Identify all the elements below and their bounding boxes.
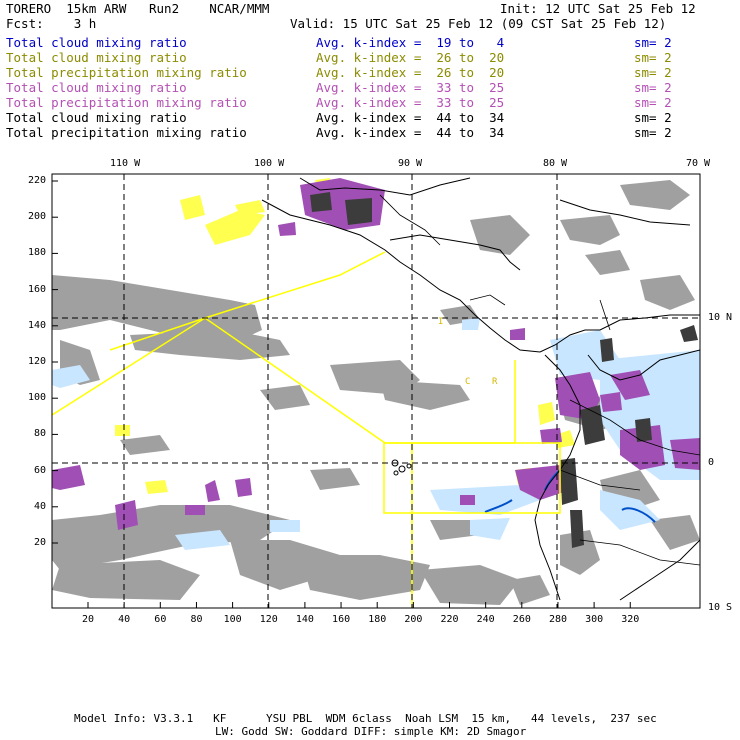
legend-sm: sm= 2 <box>634 80 672 95</box>
legend-sm: sm= 2 <box>634 50 672 65</box>
lon-label: 100 W <box>254 158 285 169</box>
x-tick-label: 320 <box>621 614 640 625</box>
y-tick-label: 40 <box>33 500 46 512</box>
legend-field: Total cloud mixing ratio <box>6 50 187 65</box>
legend-sm: sm= 2 <box>634 110 672 125</box>
x-tick-label: 60 <box>154 614 167 625</box>
y-tick-label: 200 <box>27 211 46 223</box>
domain-outlines <box>52 251 561 608</box>
cloud-dark <box>310 192 698 548</box>
footer-model-info: Model Info: V3.3.1 KF YSU PBL WDM 6class… <box>74 712 657 725</box>
legend-field: Total cloud mixing ratio <box>6 110 187 125</box>
map-frame <box>51 173 701 609</box>
legend-index: Avg. k-index = 44 to 34 <box>316 110 505 125</box>
legend-sm: sm= 2 <box>634 35 672 50</box>
x-tick-label: 200 <box>404 614 423 625</box>
y-tick-label: 20 <box>33 537 46 548</box>
lon-label: 110 W <box>110 158 141 169</box>
legend-sm: sm= 2 <box>634 65 672 80</box>
x-tick-label: 100 <box>223 614 242 625</box>
lat-label: 10 S <box>708 602 733 613</box>
x-tick-label: 280 <box>548 614 567 625</box>
legend-field: Total cloud mixing ratio <box>6 35 187 50</box>
legend-index: Avg. k-index = 26 to 20 <box>316 50 505 65</box>
legend-index: Avg. k-index = 33 to 25 <box>316 95 505 110</box>
header-title: TORERO 15km ARW Run2 NCAR/MMM <box>6 1 270 16</box>
footer-physics: LW: Godd SW: Goddard DIFF: simple KM: 2D… <box>215 725 527 738</box>
y-tick-label: 140 <box>27 319 46 331</box>
x-tick-label: 120 <box>259 614 278 625</box>
legend-sm: sm= 2 <box>634 125 672 140</box>
lon-label: 90 W <box>398 158 423 169</box>
y-tick-label: 60 <box>33 464 46 476</box>
y-tick-label: 180 <box>27 247 46 259</box>
x-tick-label: 140 <box>295 614 314 625</box>
y-tick-label: 120 <box>27 356 46 367</box>
legend-index: Avg. k-index = 19 to 4 <box>316 35 505 50</box>
legend-field: Total precipitation mixing ratio <box>6 95 247 110</box>
x-tick-label: 260 <box>512 614 531 625</box>
lon-label: 70 W <box>686 158 711 169</box>
lat-label: 0 <box>708 457 715 468</box>
x-tick-label: 220 <box>440 614 459 625</box>
legend-index: Avg. k-index = 33 to 25 <box>316 80 505 95</box>
y-tick-label: 220 <box>27 175 46 186</box>
lon-label: 80 W <box>543 158 568 169</box>
header-fcst: Fcst: 3 h <box>6 16 97 31</box>
map-field <box>52 174 700 608</box>
x-tick-label: 240 <box>476 614 495 625</box>
legend-field: Total precipitation mixing ratio <box>6 125 247 140</box>
x-tick-label: 160 <box>332 614 351 625</box>
region-label-r: R <box>492 377 498 387</box>
y-tick-label: 100 <box>27 392 46 404</box>
lat-label: 10 N <box>708 312 733 323</box>
region-label-c: C <box>465 377 470 387</box>
x-tick-label: 20 <box>82 614 95 625</box>
x-tick-label: 180 <box>368 614 387 625</box>
legend-sm: sm= 2 <box>634 95 672 110</box>
x-tick-label: 300 <box>585 614 604 625</box>
x-tick-label: 80 <box>190 614 203 625</box>
borders <box>379 194 700 566</box>
x-tick-label: 40 <box>118 614 131 625</box>
legend-index: Avg. k-index = 26 to 20 <box>316 65 505 80</box>
cloud-gray <box>52 180 700 605</box>
legend-field: Total cloud mixing ratio <box>6 80 187 95</box>
y-tick-label: 80 <box>33 428 46 440</box>
legend-index: Avg. k-index = 44 to 34 <box>316 125 505 140</box>
grid <box>52 174 700 608</box>
y-tick-label: 160 <box>27 283 46 295</box>
frame-ticks <box>52 180 631 608</box>
galapagos <box>391 459 412 476</box>
header-init: Init: 12 UTC Sat 25 Feb 12 <box>500 1 696 16</box>
region-label-i: I <box>438 317 443 327</box>
header-valid: Valid: 15 UTC Sat 25 Feb 12 (09 CST Sat … <box>290 16 667 31</box>
legend-field: Total precipitation mixing ratio <box>6 65 247 80</box>
